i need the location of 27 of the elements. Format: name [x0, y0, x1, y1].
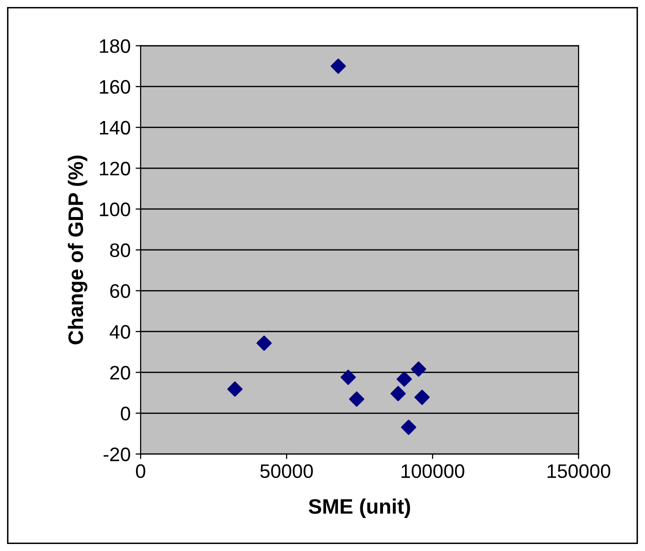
x-tick-label: 50000	[260, 464, 313, 478]
point	[227, 381, 243, 397]
y-axis-title: Change of GDP (%)	[68, 156, 88, 344]
point	[410, 361, 426, 377]
point	[330, 58, 346, 74]
point	[401, 420, 416, 435]
y-tick-label: 20	[110, 366, 130, 380]
y-tick-label: 0	[120, 406, 130, 420]
point	[256, 336, 272, 351]
y-tick-label: 160	[100, 80, 130, 94]
y-tick-label: 140	[100, 120, 130, 135]
x-tick-label: 0	[136, 464, 146, 478]
y-tick-label: 80	[110, 243, 130, 258]
x-tick-label: 100000	[402, 464, 464, 478]
y-tick-label: 120	[100, 162, 130, 176]
point	[396, 371, 412, 387]
x-tick-label: 150000	[548, 464, 610, 478]
x-axis-title: SME (unit)	[308, 498, 410, 518]
y-tick-label: 180	[100, 39, 130, 53]
y-tick-label: 40	[110, 325, 130, 339]
point	[414, 390, 430, 405]
point	[340, 370, 356, 385]
y-tick-label: -20	[104, 447, 130, 462]
point	[349, 391, 364, 407]
y-tick-label: 60	[110, 284, 130, 298]
y-tick-label: 100	[100, 202, 130, 216]
point	[390, 386, 406, 402]
